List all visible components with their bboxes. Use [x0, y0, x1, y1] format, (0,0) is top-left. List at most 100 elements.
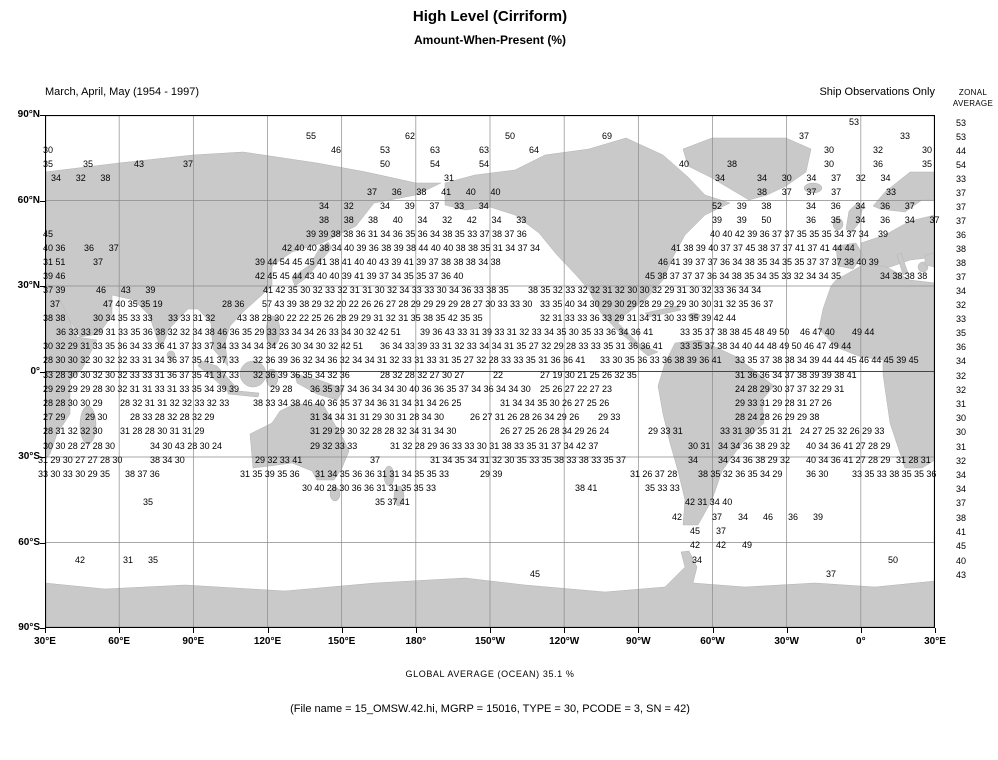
map-value: 37 [588, 441, 599, 451]
map-value: 37 [831, 173, 842, 183]
map-value: 38 [442, 229, 453, 239]
map-value: 32 [80, 355, 91, 365]
map-value: 33 [38, 469, 49, 479]
map-value: 30 [43, 145, 54, 155]
zonal-average-value: 53 [955, 132, 966, 142]
map-value: 33 [265, 398, 276, 408]
map-value: 50 [779, 327, 790, 337]
map-value: 40 [354, 257, 365, 267]
map-value: 42 [282, 243, 293, 253]
map-value: 44 [821, 355, 832, 365]
zonal-average-value: 33 [955, 314, 966, 324]
map-value: 29 [423, 299, 434, 309]
map-value: 32 [92, 370, 103, 380]
map-value: 38 [319, 215, 330, 225]
map-value: 39 [391, 257, 402, 267]
page-title: High Level (Cirriform) [412, 8, 568, 25]
lon-tick [45, 628, 46, 633]
map-value: 33 [497, 299, 508, 309]
map-value: 31 [389, 398, 400, 408]
map-value: 29 [55, 384, 66, 394]
map-value: 31 [504, 341, 515, 351]
map-value: 29 [676, 299, 687, 309]
map-value: 51 [353, 341, 364, 351]
map-value: 54 [279, 257, 290, 267]
map-value: 50 [888, 555, 899, 565]
map-value: 35 [43, 159, 54, 169]
map-value: 35 [540, 285, 551, 295]
map-value: 36 [289, 469, 300, 479]
map-value: 28 [67, 441, 78, 451]
map-value: 34 [372, 384, 383, 394]
map-value: 30 [353, 327, 364, 337]
map-value: 38 [455, 243, 466, 253]
map-value: 35 [516, 341, 527, 351]
map-value: 32 [389, 355, 400, 365]
map-value: 45 [267, 271, 278, 281]
map-value: 36 [355, 229, 366, 239]
zonal-average-value: 34 [955, 356, 966, 366]
map-value: 30 [434, 412, 445, 422]
map-value: 33 [129, 355, 140, 365]
map-value: 40 [443, 243, 454, 253]
map-value: 34 [718, 455, 729, 465]
map-value: 34 [730, 455, 741, 465]
map-value: 32 [780, 441, 791, 451]
map-value: 36 [154, 341, 165, 351]
map-value: 32 [343, 201, 354, 211]
map-value: 42 [378, 327, 389, 337]
map-value: 28 [549, 426, 560, 436]
map-value: 33 [219, 398, 230, 408]
map-value: 39 [356, 243, 367, 253]
map-value: 31 [377, 355, 388, 365]
map-value: 33 [578, 341, 589, 351]
map-value: 32 [192, 412, 203, 422]
map-value: 41 [575, 355, 586, 365]
map-value: 29 [553, 341, 564, 351]
map-value: 31 [368, 229, 379, 239]
map-value: 38 [381, 243, 392, 253]
map-value: 37 [367, 187, 378, 197]
map-value: 34 [544, 412, 555, 422]
map-value: 35 [581, 327, 592, 337]
map-value: 34 [562, 426, 573, 436]
map-value: 33 [591, 455, 602, 465]
map-value: 35 [375, 497, 386, 507]
map-value: 21 [782, 426, 793, 436]
map-value: 39 [216, 384, 227, 394]
map-value: 37 [387, 497, 398, 507]
map-value: 31 [615, 341, 626, 351]
map-value: 41 [587, 483, 598, 493]
zonal-average-value: 36 [955, 230, 966, 240]
map-value: 31 [315, 469, 326, 479]
map-value: 39 [255, 257, 266, 267]
map-value: 31 [142, 355, 153, 365]
zonal-average-value: 32 [955, 371, 966, 381]
lat-tick-label: 90°S [18, 622, 40, 633]
map-value: 30 [824, 159, 835, 169]
map-value: 33 [92, 341, 103, 351]
file-info-label: (File name = 15_OMSW.42.hi, MGRP = 15016… [290, 703, 690, 715]
map-value: 36 [310, 384, 321, 394]
zonal-average-value: 30 [955, 427, 966, 437]
map-value: 46 [658, 257, 669, 267]
map-value: 40 [710, 229, 721, 239]
map-value: 31 [759, 398, 770, 408]
map-value: 34 [639, 313, 650, 323]
map-value: 43 [274, 299, 285, 309]
map-value: 35 [414, 469, 425, 479]
map-value: 41 [204, 370, 215, 380]
map-value: 38 [761, 201, 772, 211]
map-value: 35 [603, 455, 614, 465]
map-value: 37 [654, 469, 665, 479]
map-value: 34 [241, 341, 252, 351]
map-value: 38 [43, 313, 54, 323]
zonal-average-value: 37 [955, 202, 966, 212]
map-value: 31 [700, 441, 711, 451]
lat-tick-label: 60°N [17, 194, 40, 206]
lon-tick-label: 30°E [34, 636, 56, 647]
map-value: 36 [880, 201, 891, 211]
map-value: 37 [429, 201, 440, 211]
map-value: 30 [105, 370, 116, 380]
map-value: 33 [142, 313, 153, 323]
